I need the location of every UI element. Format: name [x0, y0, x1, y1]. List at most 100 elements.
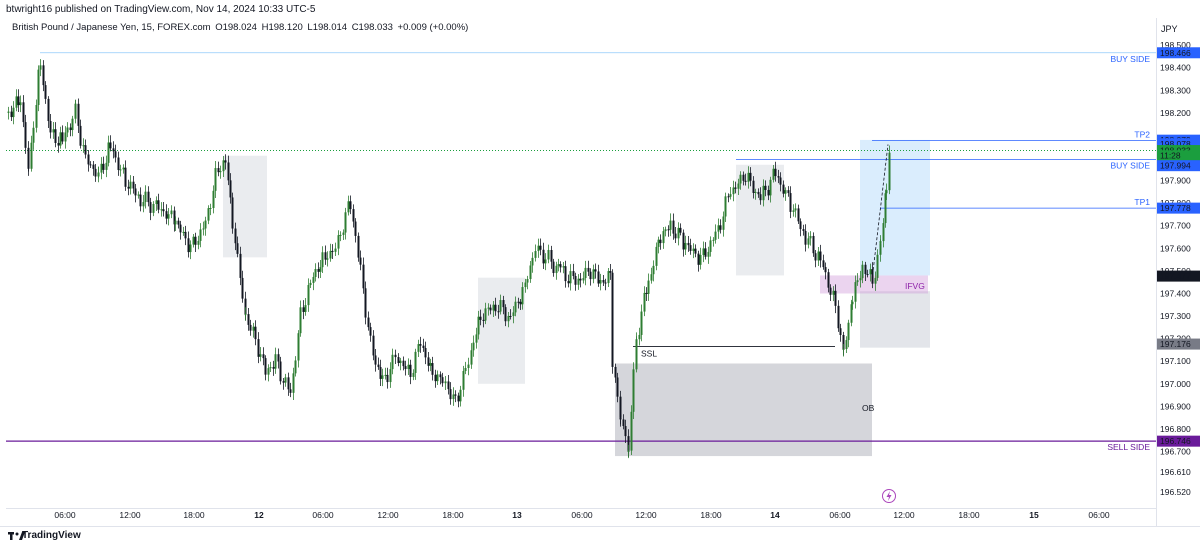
candle-body	[697, 253, 700, 265]
open-value: O198.024	[215, 22, 257, 33]
candle-body	[555, 265, 558, 274]
candle-body	[764, 185, 767, 190]
candle-body	[174, 220, 177, 225]
candle-body	[204, 220, 207, 229]
price-chart[interactable]: 198.500198.400198.300198.200197.900197.8…	[0, 0, 1200, 526]
candle-body	[638, 334, 641, 340]
candle-body	[729, 194, 732, 197]
candle-body	[47, 98, 50, 122]
candle-body	[774, 168, 777, 177]
candle-body	[94, 168, 97, 177]
publish-info: btwright16 published on TradingView.com,…	[6, 4, 316, 15]
footer-brand[interactable]: TradingView	[22, 530, 81, 541]
candle-body	[447, 381, 450, 390]
candle-body	[579, 278, 582, 281]
price-tick-label: 196.700	[1160, 447, 1191, 457]
candle-body	[611, 272, 614, 367]
candle-body	[10, 111, 13, 118]
candle-body	[692, 248, 695, 251]
candle-body	[441, 377, 444, 384]
candle-body	[177, 220, 180, 225]
candle-body	[294, 360, 297, 374]
candle-body	[734, 187, 737, 189]
candle-body	[876, 254, 879, 278]
price-badge-label: 11:28	[1160, 151, 1181, 161]
level-label: TP2	[1134, 129, 1150, 139]
candle-body	[194, 236, 197, 245]
candle-body	[507, 315, 510, 322]
time-tick-label: 18:00	[183, 510, 205, 520]
candle-body	[677, 227, 680, 239]
candle-body	[559, 264, 562, 268]
candle-body	[337, 235, 340, 249]
candle-body	[422, 345, 425, 349]
candle-body	[157, 200, 160, 210]
candle-body	[257, 339, 260, 357]
candle-body	[584, 267, 587, 279]
candle-body	[419, 344, 422, 346]
candle-body	[299, 307, 302, 334]
time-tick-label: 12:00	[377, 510, 399, 520]
candle-body	[32, 127, 35, 143]
candle-body	[627, 450, 630, 452]
candle-body	[759, 194, 762, 201]
candle-body	[160, 209, 163, 211]
candle-body	[217, 168, 220, 173]
price-tick-label: 196.610	[1160, 467, 1191, 477]
currency-label[interactable]: JPY	[1161, 24, 1178, 34]
price-badge-label: 197.994	[1160, 161, 1191, 171]
candle-body	[149, 202, 152, 213]
candle-body	[399, 360, 402, 364]
candle-body	[812, 235, 815, 254]
candle-body	[262, 354, 265, 359]
candle-body	[244, 298, 247, 315]
candle-body	[436, 374, 439, 382]
candle-body	[44, 85, 47, 99]
price-tick-label: 197.100	[1160, 356, 1191, 366]
candle-body	[59, 132, 62, 146]
candle-body	[386, 374, 389, 383]
candle-body	[792, 210, 795, 212]
candle-body	[787, 190, 790, 194]
level-label: SELL SIDE	[1107, 442, 1150, 452]
price-tick-label: 198.300	[1160, 85, 1191, 95]
candle-body	[822, 260, 825, 268]
candle-body	[377, 364, 380, 368]
candle-body	[667, 229, 670, 231]
candle-body	[650, 274, 653, 281]
candle-body	[79, 125, 82, 146]
time-tick-label: 12	[254, 510, 264, 520]
low-value: L198.014	[307, 22, 348, 33]
candle-body	[859, 278, 862, 281]
time-tick-label: 18:00	[958, 510, 980, 520]
candle-body	[326, 258, 329, 260]
candle-body	[352, 209, 355, 222]
candle-body	[66, 127, 69, 133]
candle-body	[827, 272, 830, 288]
candle-body	[557, 264, 560, 266]
candle-body	[54, 129, 57, 143]
candle-body	[304, 305, 307, 312]
candle-body	[214, 168, 217, 191]
annotation-label: OB	[862, 403, 875, 413]
candle-body	[139, 194, 142, 207]
candle-body	[769, 179, 772, 196]
symbol-name[interactable]: British Pound / Japanese Yen, 15, FOREX.…	[12, 22, 211, 33]
candle-body	[871, 269, 874, 284]
candle-body	[829, 287, 832, 295]
price-tick-label: 197.000	[1160, 379, 1191, 389]
candle-body	[407, 364, 410, 370]
price-tick-label: 197.700	[1160, 221, 1191, 231]
candle-body	[707, 251, 710, 257]
candle-body	[497, 311, 500, 313]
price-badge-label: 197.778	[1160, 203, 1191, 213]
candle-body	[817, 251, 820, 261]
candle-body	[402, 360, 405, 367]
price-badge-label: 198.466	[1160, 48, 1191, 58]
candle-body	[207, 208, 210, 221]
candle-body	[173, 210, 176, 225]
candle-body	[314, 269, 317, 277]
candle-body	[15, 96, 18, 108]
candle-body	[114, 151, 117, 158]
candle-body	[309, 282, 312, 286]
